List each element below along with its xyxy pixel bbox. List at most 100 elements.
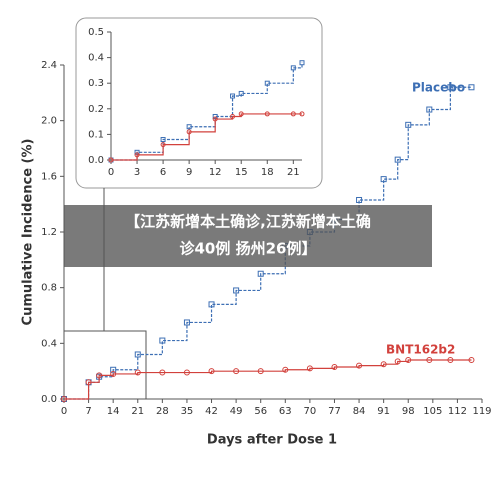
marker	[447, 357, 454, 364]
marker	[134, 351, 141, 358]
marker	[331, 363, 338, 370]
marker	[183, 369, 190, 376]
x-tick-label: 77	[328, 406, 341, 417]
marker	[61, 396, 67, 402]
marker	[96, 372, 103, 379]
marker	[394, 358, 401, 365]
marker	[233, 368, 240, 375]
marker	[426, 106, 433, 113]
marker	[238, 111, 244, 117]
y-tick-label: 0.0	[41, 394, 57, 405]
marker	[426, 357, 433, 364]
x-tick-label: 0	[61, 406, 67, 417]
x-tick-label: 56	[254, 406, 267, 417]
marker	[160, 137, 166, 143]
marker	[447, 84, 454, 91]
legend-label: BNT162b2	[386, 343, 455, 357]
x-tick-label: 0	[108, 167, 114, 178]
x-tick-label: 91	[377, 406, 390, 417]
x-tick-label: 49	[230, 406, 243, 417]
marker	[306, 365, 313, 372]
marker	[183, 319, 190, 326]
marker	[230, 93, 236, 99]
marker	[233, 287, 240, 294]
marker	[108, 157, 114, 163]
x-tick-label: 7	[85, 406, 91, 417]
x-tick-label: 15	[235, 167, 248, 178]
marker	[264, 111, 270, 117]
caption-line: 诊40例 扬州26例】	[180, 240, 317, 258]
y-tick-label: 0.8	[41, 283, 57, 294]
marker	[159, 369, 166, 376]
marker	[299, 60, 305, 66]
y-tick-label: 1.6	[41, 171, 57, 182]
marker	[290, 65, 296, 71]
marker	[282, 366, 289, 373]
x-tick-label: 42	[205, 406, 218, 417]
x-tick-label: 112	[448, 406, 467, 417]
legend-label: Placebo	[412, 81, 465, 95]
marker	[405, 357, 412, 364]
y-tick-label: 2.0	[41, 116, 57, 127]
x-tick-label: 18	[261, 167, 274, 178]
x-tick-label: 21	[131, 406, 144, 417]
y-tick-label: 0.3	[88, 78, 104, 89]
marker	[230, 113, 236, 119]
inset-frame	[75, 17, 323, 189]
marker	[257, 270, 264, 277]
y-tick-label: 0.4	[41, 338, 57, 349]
x-tick-label: 14	[107, 406, 120, 417]
marker	[380, 176, 387, 183]
marker	[134, 152, 140, 158]
marker	[468, 84, 475, 91]
marker	[238, 90, 244, 96]
marker	[160, 142, 166, 148]
marker	[208, 301, 215, 308]
marker	[212, 116, 218, 122]
caption-box	[64, 205, 432, 267]
y-axis-label: Cumulative Incidence (%)	[21, 139, 36, 326]
x-tick-label: 6	[160, 167, 166, 178]
marker	[356, 362, 363, 369]
marker	[85, 379, 92, 386]
y-tick-label: 2.4	[41, 60, 57, 71]
y-tick-label: 0.4	[88, 53, 104, 64]
marker	[186, 124, 192, 130]
x-tick-label: 98	[402, 406, 415, 417]
marker	[110, 366, 117, 373]
step-line	[111, 113, 302, 161]
y-tick-label: 1.2	[41, 227, 57, 238]
x-tick-label: 119	[472, 406, 491, 417]
marker	[290, 111, 296, 117]
x-tick-label: 12	[209, 167, 222, 178]
x-tick-label: 63	[279, 406, 292, 417]
marker	[159, 337, 166, 344]
x-tick-label: 84	[353, 406, 366, 417]
marker	[110, 370, 117, 377]
marker	[299, 111, 305, 117]
x-tick-label: 3	[134, 167, 140, 178]
inset-region	[64, 330, 147, 399]
x-tick-label: 35	[181, 406, 194, 417]
marker	[186, 129, 192, 135]
marker	[257, 368, 264, 375]
x-tick-label: 105	[423, 406, 442, 417]
marker	[405, 121, 412, 128]
marker	[356, 196, 363, 203]
marker	[208, 368, 215, 375]
marker	[394, 156, 401, 163]
x-tick-label: 21	[287, 167, 300, 178]
y-tick-label: 0.2	[88, 104, 104, 115]
marker	[468, 357, 475, 364]
y-tick-label: 0.5	[88, 27, 104, 38]
step-line	[64, 359, 472, 400]
step-line	[64, 86, 472, 400]
x-tick-label: 28	[156, 406, 169, 417]
marker	[134, 369, 141, 376]
marker	[380, 361, 387, 368]
caption-line: 【江苏新增本土确诊,江苏新增本土确	[125, 213, 371, 231]
y-tick-label: 0.1	[88, 129, 104, 140]
x-tick-label: 70	[304, 406, 317, 417]
x-axis-label: Days after Dose 1	[207, 433, 337, 448]
